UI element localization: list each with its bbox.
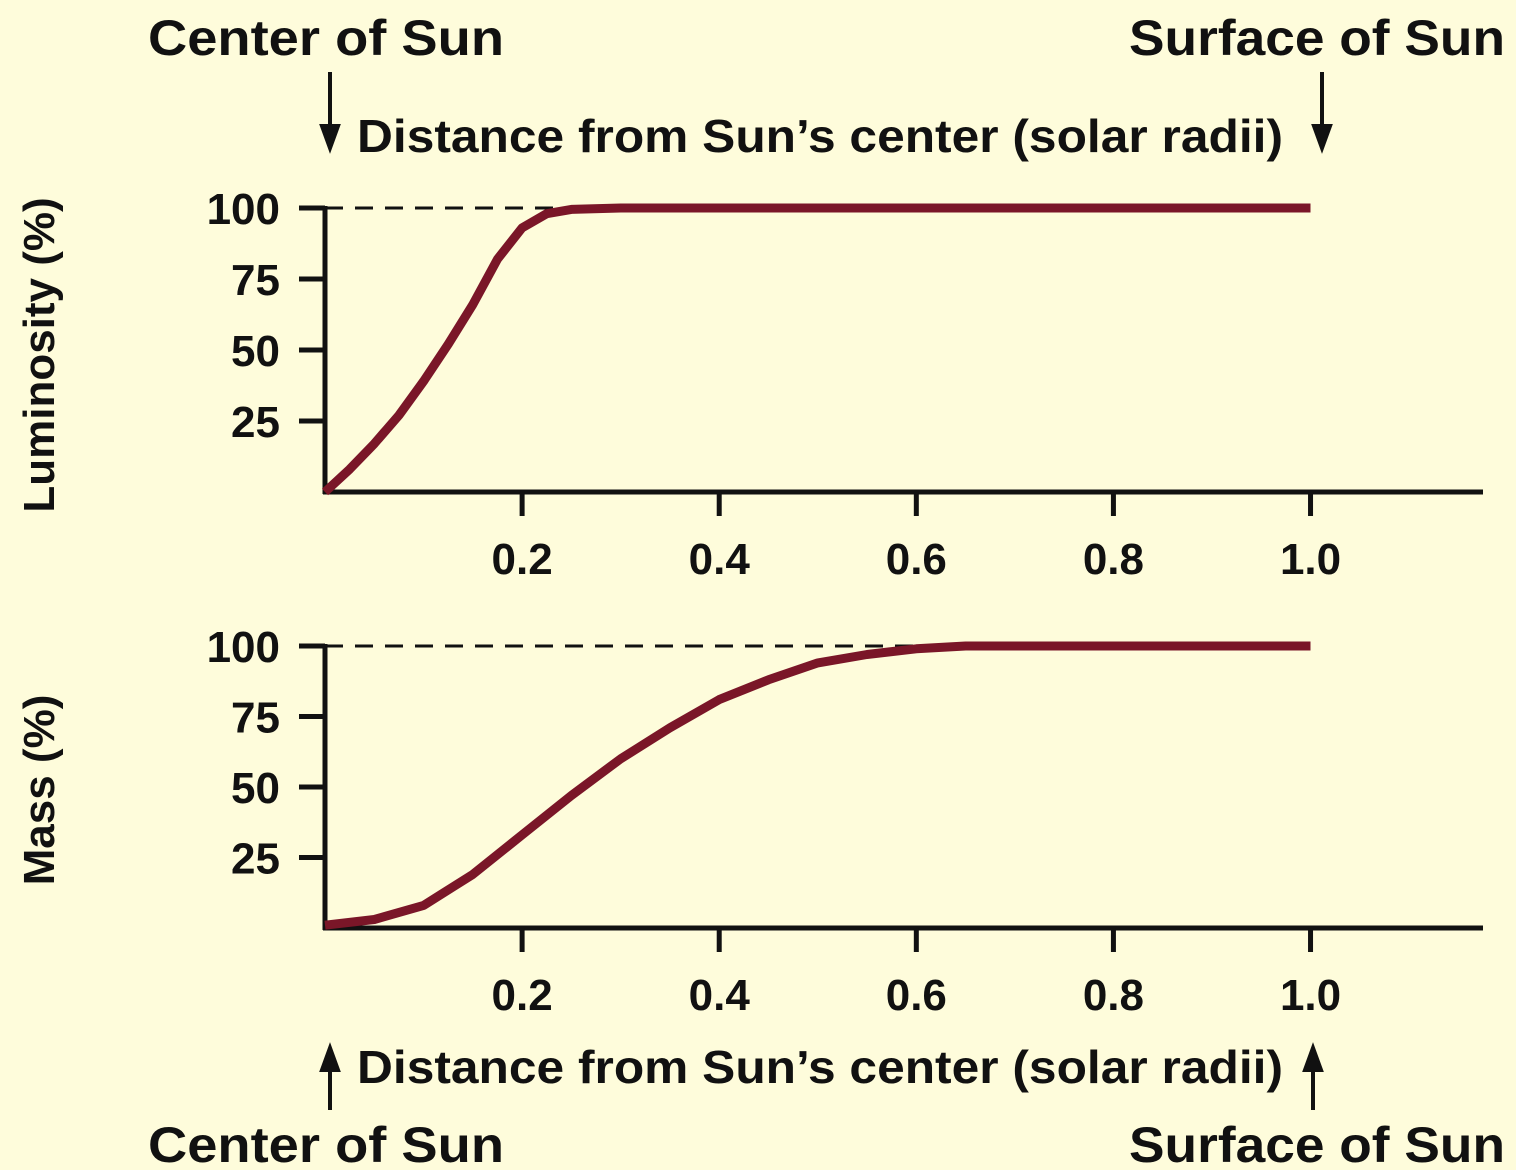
x-axis-label: Distance from Sun’s center (solar radii) [357,110,1283,162]
y-axis-label: Luminosity (%) [15,197,64,512]
x-tick-label: 0.8 [1083,535,1144,584]
x-tick-label: 0.4 [689,535,751,584]
x-axis-label: Distance from Sun’s center (solar radii) [357,1041,1283,1093]
x-tick-label: 0.6 [886,535,947,584]
annotation: Center of Sun [148,10,504,66]
annotation: Center of Sun [148,1117,504,1170]
annotation: Surface of Sun [1129,10,1505,66]
x-tick-label: 0.4 [689,971,751,1020]
x-tick-label: 0.6 [886,971,947,1020]
x-tick-label: 0.2 [492,535,553,584]
annotation: Surface of Sun [1129,1117,1505,1170]
y-tick-label: 75 [231,256,280,305]
x-tick-label: 0.8 [1083,971,1144,1020]
y-tick-label: 100 [207,623,280,672]
x-tick-label: 1.0 [1280,971,1341,1020]
y-tick-label: 25 [231,835,280,884]
y-tick-label: 25 [231,398,280,447]
y-tick-label: 75 [231,694,280,743]
x-tick-label: 1.0 [1280,535,1341,584]
arrows [319,72,1333,1110]
y-tick-label: 50 [231,327,280,376]
data-line [324,641,1311,930]
y-tick-label: 100 [207,185,280,234]
y-tick-label: 50 [231,764,280,813]
data-line [321,203,1311,496]
y-axis-label: Mass (%) [15,695,64,886]
x-tick-label: 0.2 [492,971,553,1020]
